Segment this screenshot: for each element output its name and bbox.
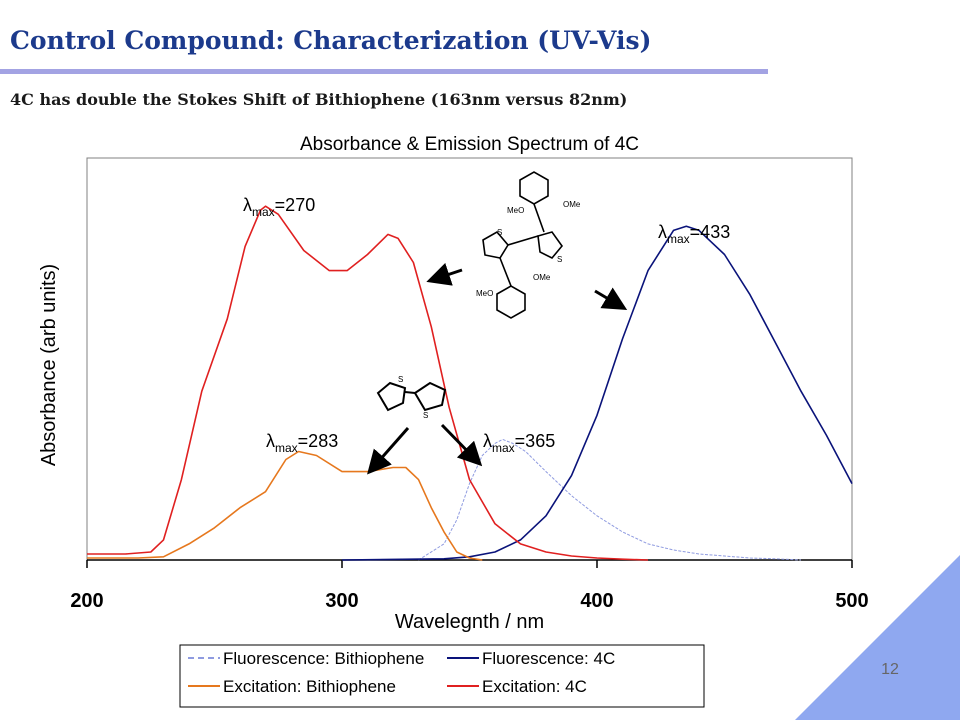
bond-bottom xyxy=(499,257,512,287)
thiophene-ring-2 xyxy=(413,381,447,412)
legend-box xyxy=(179,644,705,708)
title-underline xyxy=(0,69,768,74)
annotation-arrow xyxy=(426,262,463,286)
page-number: 12 xyxy=(881,661,899,678)
slide-subtitle: 4C has double the Stokes Shift of Bithio… xyxy=(10,90,628,109)
bond-top xyxy=(533,203,545,233)
chart-title: Absorbance & Emission Spectrum of 4C xyxy=(300,134,639,155)
x-tick-label: 200 xyxy=(70,590,103,612)
slide-title: Control Compound: Characterization (UV-V… xyxy=(10,26,652,55)
annotation-arrow xyxy=(594,287,628,311)
structure-label: S xyxy=(497,228,502,237)
series-line-2 xyxy=(87,450,483,561)
x-tick-label: 500 xyxy=(835,590,868,612)
benzene-ring-top xyxy=(519,171,549,205)
lambda-max-annotation: λmax=283 xyxy=(266,431,338,455)
lambda-max-annotation: λmax=270 xyxy=(243,195,315,219)
thiophene-ring-1 xyxy=(376,381,407,412)
legend-label: Fluorescence: 4C xyxy=(482,649,615,668)
lambda-max-annotation: λmax=433 xyxy=(658,222,730,246)
y-axis-label: Absorbance (arb units) xyxy=(38,264,60,466)
x-axis-label: Wavelegnth / nm xyxy=(395,611,544,633)
thiophene-ring-left xyxy=(482,230,509,259)
legend-label: Fluorescence: Bithiophene xyxy=(223,649,424,668)
benzene-ring-bottom xyxy=(496,285,526,319)
structure-label: S xyxy=(557,255,562,264)
structure-label: OMe xyxy=(533,273,551,282)
legend-label: Excitation: Bithiophene xyxy=(223,677,396,696)
structure-label: MeO xyxy=(476,289,493,298)
corner-triangle xyxy=(795,555,960,720)
x-tick-label: 400 xyxy=(580,590,613,612)
structure-4c xyxy=(482,171,564,319)
structure-bithiophene xyxy=(376,381,447,412)
annotation-arrow xyxy=(440,423,483,467)
plot-frame xyxy=(86,157,853,561)
structure-label: S xyxy=(398,375,403,384)
structure-label: OMe xyxy=(563,200,581,209)
structure-label: S xyxy=(423,411,428,420)
bond-middle xyxy=(507,235,539,246)
legend-label: Excitation: 4C xyxy=(482,677,587,696)
x-tick-label: 300 xyxy=(325,590,358,612)
inter-ring-bond xyxy=(404,391,416,394)
series-line-0 xyxy=(418,438,802,561)
annotation-arrow xyxy=(367,427,410,475)
thiophene-ring-right xyxy=(537,231,564,259)
series-line-3 xyxy=(87,205,649,561)
lambda-max-annotation: λmax=365 xyxy=(483,431,555,455)
structure-label: MeO xyxy=(507,206,524,215)
series-line-1 xyxy=(341,225,853,561)
